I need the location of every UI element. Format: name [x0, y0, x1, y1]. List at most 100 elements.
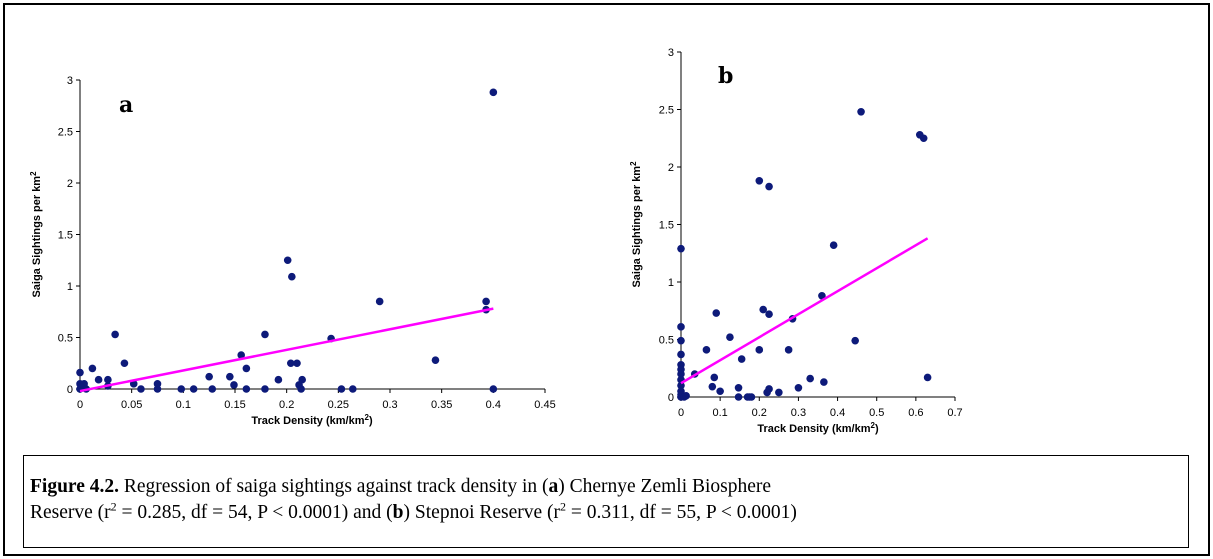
point [88, 364, 97, 373]
point [734, 384, 743, 392]
caption-text: a [548, 476, 559, 497]
point [205, 372, 213, 381]
superscript: 2 [629, 161, 638, 166]
point [283, 256, 292, 265]
point [677, 350, 685, 359]
point [261, 385, 269, 393]
point [677, 370, 685, 378]
point [261, 330, 269, 339]
y-tick-label: 0.5 [659, 335, 674, 347]
point [297, 385, 305, 393]
y-tick-label: 0.5 [58, 333, 73, 345]
x-tick-label: 0.2 [752, 407, 767, 419]
label-part: Saiga Sightings per km [31, 176, 43, 298]
caption-text: ) Chernye Zemli Biosphere [558, 476, 772, 497]
label-part: Track Density (km/km [757, 423, 870, 435]
y-tick-label: 3 [67, 75, 73, 87]
point [755, 177, 764, 185]
y-tick-label: 0 [668, 392, 674, 404]
point [298, 375, 306, 384]
caption-text: ) Stepnoi Reserve (r [403, 502, 561, 523]
point [851, 336, 859, 345]
y-tick-label: 1.5 [58, 230, 73, 242]
point [237, 351, 245, 359]
point [337, 385, 346, 393]
trendline [79, 307, 494, 393]
point [431, 356, 440, 364]
x-tick-label: 0.7 [947, 407, 962, 419]
point [242, 385, 251, 393]
point [94, 375, 103, 384]
x-tick-label: 0.4 [486, 399, 501, 411]
caption: Figure 4.2. Regression of saiga sighting… [23, 455, 1189, 548]
y-tick-label: 1 [67, 281, 73, 293]
point [482, 297, 490, 306]
y-tick-label: 1 [668, 277, 674, 289]
caption-text: Reserve (r [30, 502, 111, 523]
x-axis-label: Track Density (km/km2) [757, 421, 879, 436]
caption-text: = 0.311, df = 55, P < 0.0001) [566, 502, 797, 523]
point [677, 381, 685, 390]
y-tick-label: 3 [668, 47, 674, 59]
x-tick-label: 0.05 [121, 399, 142, 411]
caption-text: = 0.285, df = 54, P < 0.0001) and ( [116, 502, 393, 523]
point [784, 346, 793, 354]
point [242, 364, 251, 373]
point [737, 355, 746, 363]
point [120, 359, 129, 368]
caption-line: Reserve (r2 = 0.285, df = 54, P < 0.0001… [30, 500, 1188, 526]
point [375, 297, 384, 306]
x-tick-label: 0.1 [712, 407, 727, 419]
y-axis-label: Saiga Sightings per km2 [29, 171, 44, 298]
point [794, 384, 803, 392]
point [775, 388, 783, 397]
x-tick-label: 0.35 [431, 399, 452, 411]
x-tick-label: 0 [678, 407, 684, 419]
caption-text: Figure 4.2. [30, 476, 120, 497]
point [818, 292, 826, 300]
point [829, 241, 838, 249]
point [712, 309, 721, 317]
point [230, 381, 238, 389]
label-part: Track Density (km/km [251, 415, 364, 427]
point [226, 372, 234, 381]
point [806, 374, 814, 383]
x-tick-label: 0.5 [869, 407, 884, 419]
superscript: 2 [365, 413, 370, 422]
point [189, 385, 198, 393]
point [726, 333, 734, 342]
point [763, 388, 771, 397]
y-tick-label: 2.5 [659, 105, 674, 117]
point [765, 182, 773, 191]
y-tick-label: 1.5 [659, 220, 674, 232]
x-tick-label: 0.3 [791, 407, 806, 419]
point [489, 385, 498, 393]
point [293, 359, 301, 368]
point [682, 392, 690, 400]
x-tick-label: 0.15 [224, 399, 245, 411]
point [755, 346, 764, 354]
trendline [680, 237, 929, 385]
point [820, 378, 828, 386]
point [708, 382, 717, 391]
point [104, 375, 112, 384]
label-part: ) [369, 415, 373, 427]
y-tick-label: 2 [67, 178, 73, 190]
point [734, 393, 743, 401]
x-tick-label: 0.3 [382, 399, 397, 411]
point [288, 272, 296, 281]
point [765, 310, 773, 319]
point [923, 373, 932, 382]
point [177, 385, 186, 393]
x-tick-label: 0.6 [908, 407, 923, 419]
point [111, 330, 119, 339]
y-tick-label: 0 [67, 384, 73, 396]
label-part: Saiga Sightings per km [631, 166, 643, 288]
point [677, 336, 685, 345]
point [489, 88, 498, 97]
y-axis-label: Saiga Sightings per km2 [629, 161, 644, 288]
point [677, 323, 685, 331]
point [759, 305, 767, 314]
